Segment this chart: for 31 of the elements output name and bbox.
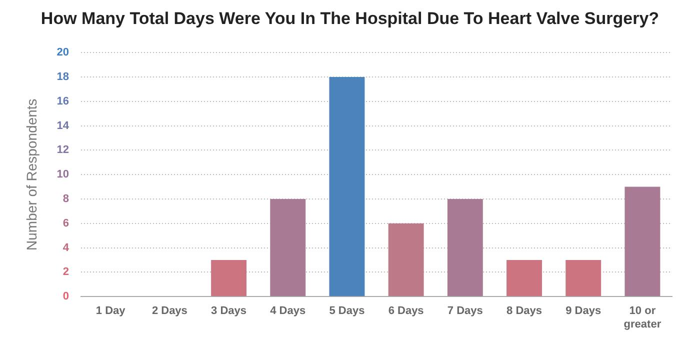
x-tick-label: 6 Days — [388, 305, 424, 318]
y-tick-label: 16 — [56, 95, 70, 108]
bar — [624, 186, 660, 296]
x-tick-label: 4 Days — [270, 305, 306, 318]
y-tick-label: 8 — [62, 193, 70, 206]
y-tick-label: 6 — [62, 217, 70, 230]
y-tick-label: 20 — [56, 46, 70, 59]
bar — [447, 199, 483, 296]
x-tick-label: 1 Day — [96, 305, 126, 318]
y-tick-label: 0 — [62, 290, 70, 303]
bar — [388, 223, 424, 296]
y-tick-label: 14 — [56, 120, 70, 132]
y-tick-label: 2 — [62, 266, 70, 278]
x-tick-label: 8 Days — [506, 305, 542, 318]
x-tick-label: 7 Days — [447, 305, 483, 318]
y-tick-label: 10 — [56, 168, 70, 181]
y-tick-label: 4 — [62, 242, 70, 254]
chart-title: How Many Total Days Were You In The Hospital Due To Heart Valve Surgery? — [40, 8, 660, 30]
x-tick-label: 2 Days — [152, 305, 188, 318]
bar — [566, 260, 602, 296]
y-tick-label: 12 — [56, 144, 70, 156]
x-tick-label: 9 Days — [566, 305, 602, 318]
y-axis-title: Number of Respondents — [23, 98, 40, 250]
x-tick-label: 10 or greater — [624, 305, 662, 330]
x-tick-label: 5 Days — [329, 305, 365, 318]
x-tick-label: 3 Days — [211, 305, 247, 318]
bar — [270, 199, 306, 296]
bar — [211, 260, 247, 296]
bar — [506, 260, 542, 296]
y-tick-label: 18 — [56, 71, 70, 84]
bar — [329, 77, 365, 296]
